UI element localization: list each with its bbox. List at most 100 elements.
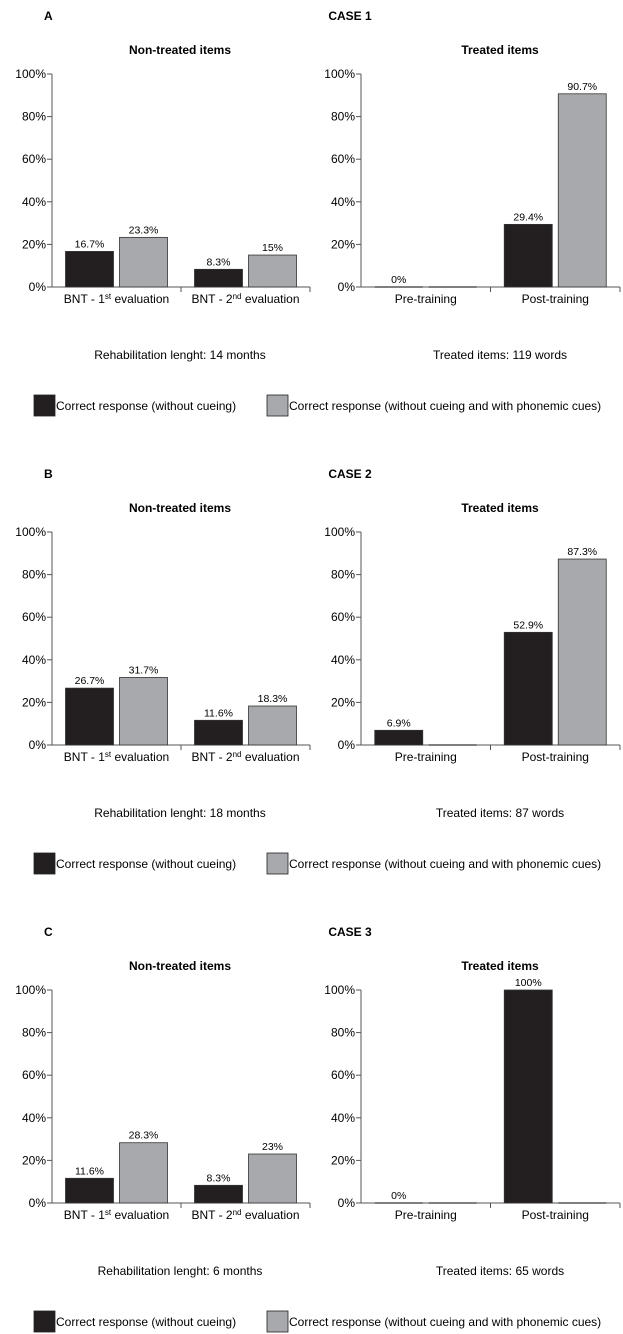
category-label-sup: nd [233,292,242,301]
legend-swatch-light [266,1310,289,1333]
legend-swatch-light [266,394,289,417]
y-tick-label: 80% [22,568,46,582]
y-tick-label: 0% [338,280,356,294]
panel-letter-A: A [44,9,53,23]
data-label: 0% [391,274,406,286]
category-label-rest: evaluation [241,750,299,764]
category-label-base: Post-training [522,1208,589,1222]
data-label: 15% [262,242,283,254]
data-label: 11.6% [204,707,233,719]
category-label-rest: evaluation [111,750,169,764]
legend-swatch-dark [33,394,56,417]
y-tick-label: 0% [29,1196,47,1210]
y-tick-label: 60% [331,152,355,166]
category-label-sup: st [105,750,112,759]
data-label: 11.6% [75,1165,104,1177]
category-label-sup: nd [233,750,242,759]
chart-note: Rehabilitation lenght: 6 months [98,1264,263,1278]
chart-note: Rehabilitation lenght: 18 months [94,806,265,820]
category-label-base: BNT - 1 [64,1208,105,1222]
data-label: 52.9% [513,619,543,631]
y-tick-label: 80% [22,110,46,124]
category-label-rest: evaluation [111,1208,169,1222]
legend-label-light: Correct response (without cueing and wit… [289,857,601,871]
y-tick-label: 20% [331,1153,355,1167]
legend-label-dark: Correct response (without cueing) [56,399,236,413]
y-tick-label: 80% [22,1026,46,1040]
y-tick-label: 0% [338,738,356,752]
chart-title: Treated items [461,959,539,973]
category-label-rest: evaluation [111,292,169,306]
y-tick-label: 100% [15,67,46,81]
chart-note: Treated items: 119 words [433,348,567,362]
category-label-base: Post-training [522,750,589,764]
y-tick-label: 60% [22,610,46,624]
panel-letter-C: C [44,925,53,939]
category-label-base: Post-training [522,292,589,306]
y-tick-label: 0% [338,1196,356,1210]
y-tick-label: 40% [22,195,46,209]
data-label: 29.4% [513,211,543,223]
legend-label-light: Correct response (without cueing and wit… [289,399,601,413]
legend-swatch-light [266,852,289,875]
category-label: BNT - 2nd evaluation [191,292,299,306]
bar-without-cueing [503,631,553,746]
category-label-base: BNT - 1 [64,292,105,306]
y-tick-label: 60% [331,610,355,624]
category-label-base: Pre-training [395,1208,457,1222]
y-tick-label: 40% [22,653,46,667]
chart-title: Treated items [461,43,539,57]
y-tick-label: 20% [331,695,355,709]
data-label: 23.3% [129,224,159,236]
bar-without-cueing [503,989,553,1204]
category-label-rest: evaluation [241,292,299,306]
legend-label-dark: Correct response (without cueing) [56,857,236,871]
data-label: 87.3% [567,546,597,558]
chart-title: Treated items [461,501,539,515]
y-tick-label: 100% [324,525,355,539]
y-tick-label: 40% [331,195,355,209]
bar-with-phonemic-cues [119,677,168,746]
bar-without-cueing [194,719,243,746]
y-tick-label: 80% [331,1026,355,1040]
chart-note: Treated items: 65 words [436,1264,564,1278]
chart-title: Non-treated items [129,959,231,973]
category-label: Post-training [522,750,589,764]
category-label-base: BNT - 2 [191,1208,232,1222]
data-label: 26.7% [75,675,105,687]
category-label-sup: st [105,292,112,301]
bar-with-phonemic-cues [248,254,297,288]
data-label: 0% [391,1190,406,1202]
category-label-base: Pre-training [395,750,457,764]
data-label: 90.7% [567,81,597,93]
y-tick-label: 100% [324,983,355,997]
data-label: 8.3% [207,256,231,268]
data-label: 8.3% [207,1172,231,1184]
bar-with-phonemic-cues [119,236,168,288]
chart-note: Rehabilitation lenght: 14 months [94,348,265,362]
bar-with-phonemic-cues [248,705,297,746]
y-tick-label: 80% [331,568,355,582]
legend-swatch-dark [33,1310,56,1333]
category-label: Pre-training [395,750,457,764]
legend-label-light: Correct response (without cueing and wit… [289,1315,601,1329]
category-label-sup: st [105,1208,112,1217]
category-label-rest: evaluation [241,1208,299,1222]
category-label-base: BNT - 1 [64,750,105,764]
data-label: 28.3% [129,1130,159,1142]
case-title: CASE 1 [328,9,372,23]
y-tick-label: 40% [22,1111,46,1125]
category-label: BNT - 1st evaluation [64,750,169,764]
category-label: Post-training [522,292,589,306]
bar-with-phonemic-cues [557,558,607,746]
category-label-base: BNT - 2 [191,750,232,764]
case-title: CASE 2 [328,467,372,481]
category-label: Pre-training [395,1208,457,1222]
y-tick-label: 20% [22,1153,46,1167]
data-label: 16.7% [75,238,105,250]
category-label: BNT - 2nd evaluation [191,1208,299,1222]
y-tick-label: 40% [331,1111,355,1125]
y-tick-label: 0% [29,280,47,294]
